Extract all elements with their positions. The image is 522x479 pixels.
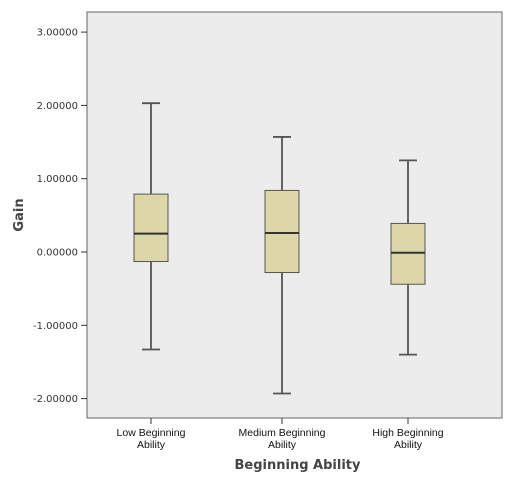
box-iqr <box>133 193 169 263</box>
y-tick-label: 2.00000 <box>37 101 78 112</box>
x-tick-label: Medium Beginning <box>239 427 326 439</box>
box-group <box>390 159 426 356</box>
box-group <box>264 136 300 395</box>
x-tick-label: Ability <box>137 439 166 451</box>
y-tick-label: -1.00000 <box>33 321 78 332</box>
box-group <box>133 102 169 351</box>
box-iqr <box>264 189 300 274</box>
x-tick-label: Ability <box>394 439 423 451</box>
y-tick-label: -2.00000 <box>33 394 78 405</box>
y-axis-title: Gain <box>12 198 27 231</box>
y-axis: -2.00000 -1.00000 0.00000 1.00000 2.00000 3.0… <box>33 28 87 405</box>
x-tick-label: Low Beginning <box>117 427 186 439</box>
x-tick-label: High Beginning <box>372 427 443 439</box>
y-tick-label: 1.00000 <box>37 174 78 185</box>
y-tick-label: 0.00000 <box>37 248 78 259</box>
box-iqr <box>390 222 426 285</box>
y-tick-label: 3.00000 <box>37 28 78 39</box>
x-axis-title: Beginning Ability <box>235 458 361 473</box>
boxes <box>133 102 426 395</box>
x-tick-label: Ability <box>268 439 297 451</box>
